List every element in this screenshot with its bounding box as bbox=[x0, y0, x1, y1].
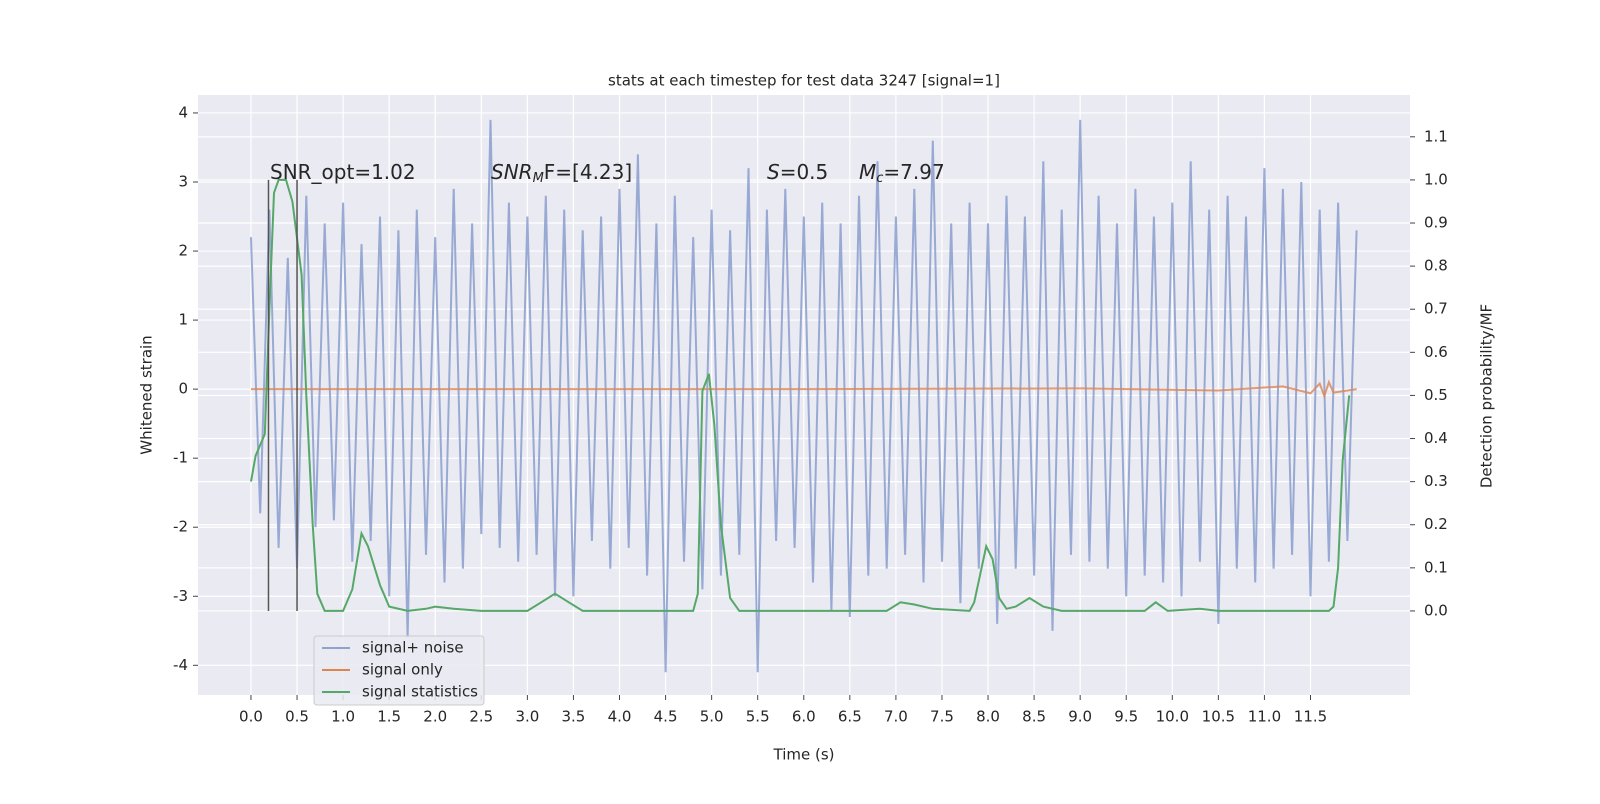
x-tick-label: 10.0 bbox=[1156, 708, 1189, 726]
y-tick-label: 3 bbox=[178, 172, 188, 190]
y-tick-label: -3 bbox=[173, 587, 188, 605]
y2-tick-label: 0.6 bbox=[1424, 343, 1448, 361]
legend-label: signal statistics bbox=[362, 683, 478, 701]
annotation: S=0.5 bbox=[767, 160, 828, 184]
x-tick-label: 11.5 bbox=[1294, 708, 1327, 726]
annotation-part: S bbox=[767, 160, 780, 184]
annotation-part: M bbox=[533, 171, 544, 186]
x-tick-label: 5.0 bbox=[700, 708, 724, 726]
legend: signal+ noise signal only signal statistic… bbox=[313, 635, 485, 706]
x-axis-label: Time (s) bbox=[773, 746, 835, 764]
y2-tick-label: 0.7 bbox=[1424, 300, 1448, 318]
x-tick-label: 8.5 bbox=[1022, 708, 1046, 726]
annotation-part: F=[4.23] bbox=[544, 160, 632, 184]
x-tick-label: 3.0 bbox=[515, 708, 539, 726]
annotation-part: =7.97 bbox=[883, 160, 944, 184]
x-tick-label: 0.0 bbox=[239, 708, 263, 726]
legend-box bbox=[313, 635, 485, 706]
y2-axis-label: Detection probability/MF bbox=[1478, 304, 1496, 488]
y2-tick-label: 0.5 bbox=[1424, 386, 1448, 404]
annotation-part: SNR bbox=[491, 160, 533, 184]
x-tick-label: 5.5 bbox=[746, 708, 770, 726]
y-tick-label: -1 bbox=[173, 449, 188, 467]
annotation-part: =0.5 bbox=[780, 160, 829, 184]
y-tick-label: 0 bbox=[178, 380, 188, 398]
series-line bbox=[250, 178, 1351, 612]
x-tick-label: 2.5 bbox=[469, 708, 493, 726]
annotation: Mc=7.97 bbox=[859, 160, 945, 186]
x-tick-label: 2.0 bbox=[423, 708, 447, 726]
x-tick-label: 9.5 bbox=[1114, 708, 1138, 726]
y-tick-label: -4 bbox=[173, 656, 188, 674]
y-tick-label: 1 bbox=[178, 311, 188, 329]
x-tick-label: 6.5 bbox=[838, 708, 862, 726]
y2-tick-label: 0.8 bbox=[1424, 257, 1448, 275]
x-tick-label: 8.0 bbox=[976, 708, 1000, 726]
legend-label: signal only bbox=[362, 661, 443, 679]
series-line bbox=[251, 379, 1357, 400]
y-tick-label: 4 bbox=[178, 103, 188, 121]
y2-tick-label: 0.3 bbox=[1424, 472, 1448, 490]
y2-tick-label: 0.4 bbox=[1424, 429, 1448, 447]
y-axis-label: Whitened strain bbox=[138, 335, 156, 454]
series-line bbox=[250, 119, 1358, 673]
annotation: SNRMF=[4.23] bbox=[491, 160, 632, 186]
x-tick-label: 4.5 bbox=[654, 708, 678, 726]
x-tick-label: 0.5 bbox=[285, 708, 309, 726]
x-tick-label: 11.0 bbox=[1248, 708, 1281, 726]
x-tick-label: 3.5 bbox=[562, 708, 586, 726]
y2-tick-label: 0.2 bbox=[1424, 515, 1448, 533]
annotation: SNR_opt=1.02 bbox=[270, 160, 416, 184]
y2-tick-label: 0.9 bbox=[1424, 214, 1448, 232]
x-tick-label: 7.5 bbox=[930, 708, 954, 726]
y-tick-label: -2 bbox=[173, 518, 188, 536]
y2-tick-label: 0.0 bbox=[1424, 601, 1448, 619]
x-tick-label: 6.0 bbox=[792, 708, 816, 726]
legend-label: signal+ noise bbox=[362, 639, 464, 657]
x-tick-label: 7.0 bbox=[884, 708, 908, 726]
annotation-part: SNR_opt=1.02 bbox=[270, 160, 416, 184]
chart-title: stats at each timestep for test data 324… bbox=[608, 72, 1000, 90]
y2-tick-label: 1.1 bbox=[1424, 127, 1448, 145]
x-tick-label: 1.5 bbox=[377, 708, 401, 726]
annotation-part: c bbox=[876, 171, 883, 186]
x-tick-label: 1.0 bbox=[331, 708, 355, 726]
annotation-part: M bbox=[859, 160, 876, 184]
y2-tick-label: 0.1 bbox=[1424, 558, 1448, 576]
x-tick-label: 9.0 bbox=[1068, 708, 1092, 726]
x-tick-label: 4.0 bbox=[608, 708, 632, 726]
y2-tick-label: 1.0 bbox=[1424, 170, 1448, 188]
y-tick-label: 2 bbox=[178, 242, 188, 260]
x-tick-label: 10.5 bbox=[1202, 708, 1235, 726]
